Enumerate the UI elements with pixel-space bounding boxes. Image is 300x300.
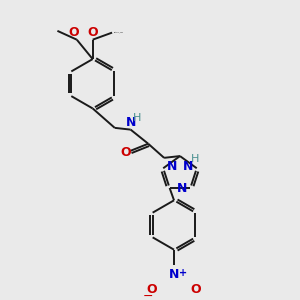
Text: N: N (167, 160, 177, 173)
Text: O: O (87, 26, 98, 39)
Text: +: + (179, 268, 188, 278)
Text: N: N (125, 116, 136, 129)
Text: N: N (169, 268, 179, 281)
Text: −: − (142, 290, 153, 300)
Text: O: O (191, 283, 201, 296)
Text: O: O (68, 26, 79, 39)
Text: O: O (120, 146, 130, 159)
Text: H: H (191, 154, 199, 164)
Text: N: N (183, 160, 193, 173)
Text: H: H (133, 113, 141, 123)
Text: methoxy_CH3: methoxy_CH3 (114, 32, 124, 33)
Text: N: N (176, 182, 187, 195)
Text: O: O (147, 283, 157, 296)
